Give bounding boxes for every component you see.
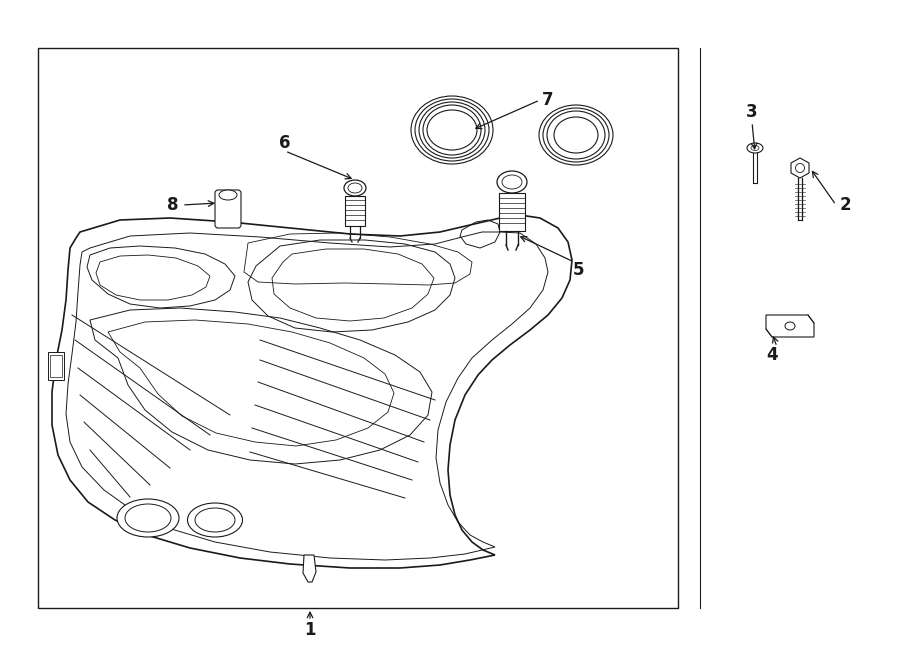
Bar — [38, 48, 678, 608]
Ellipse shape — [348, 183, 362, 193]
Ellipse shape — [747, 143, 763, 153]
Text: 5: 5 — [572, 261, 584, 279]
Text: 6: 6 — [279, 134, 291, 152]
Polygon shape — [52, 215, 572, 568]
Bar — [499, 193, 525, 231]
Bar — [345, 196, 365, 226]
Text: 3: 3 — [746, 103, 758, 121]
Ellipse shape — [117, 499, 179, 537]
Text: 2: 2 — [840, 196, 851, 214]
Ellipse shape — [219, 190, 237, 200]
Polygon shape — [791, 158, 809, 178]
Bar — [50, 355, 62, 377]
Polygon shape — [766, 315, 814, 337]
Ellipse shape — [554, 117, 598, 153]
Ellipse shape — [751, 146, 759, 150]
Ellipse shape — [497, 171, 527, 193]
FancyBboxPatch shape — [215, 190, 241, 228]
Text: 8: 8 — [166, 196, 178, 214]
Text: 1: 1 — [304, 621, 316, 639]
Ellipse shape — [502, 175, 522, 189]
Ellipse shape — [427, 110, 477, 150]
Ellipse shape — [187, 503, 242, 537]
Ellipse shape — [785, 322, 795, 330]
Ellipse shape — [344, 180, 366, 196]
Text: 4: 4 — [766, 346, 778, 364]
Text: 7: 7 — [542, 91, 554, 109]
Circle shape — [796, 164, 805, 173]
Bar — [48, 352, 64, 380]
Polygon shape — [303, 555, 316, 582]
